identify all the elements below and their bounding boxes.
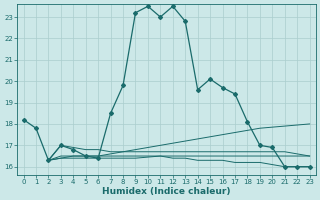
X-axis label: Humidex (Indice chaleur): Humidex (Indice chaleur) [102, 187, 231, 196]
